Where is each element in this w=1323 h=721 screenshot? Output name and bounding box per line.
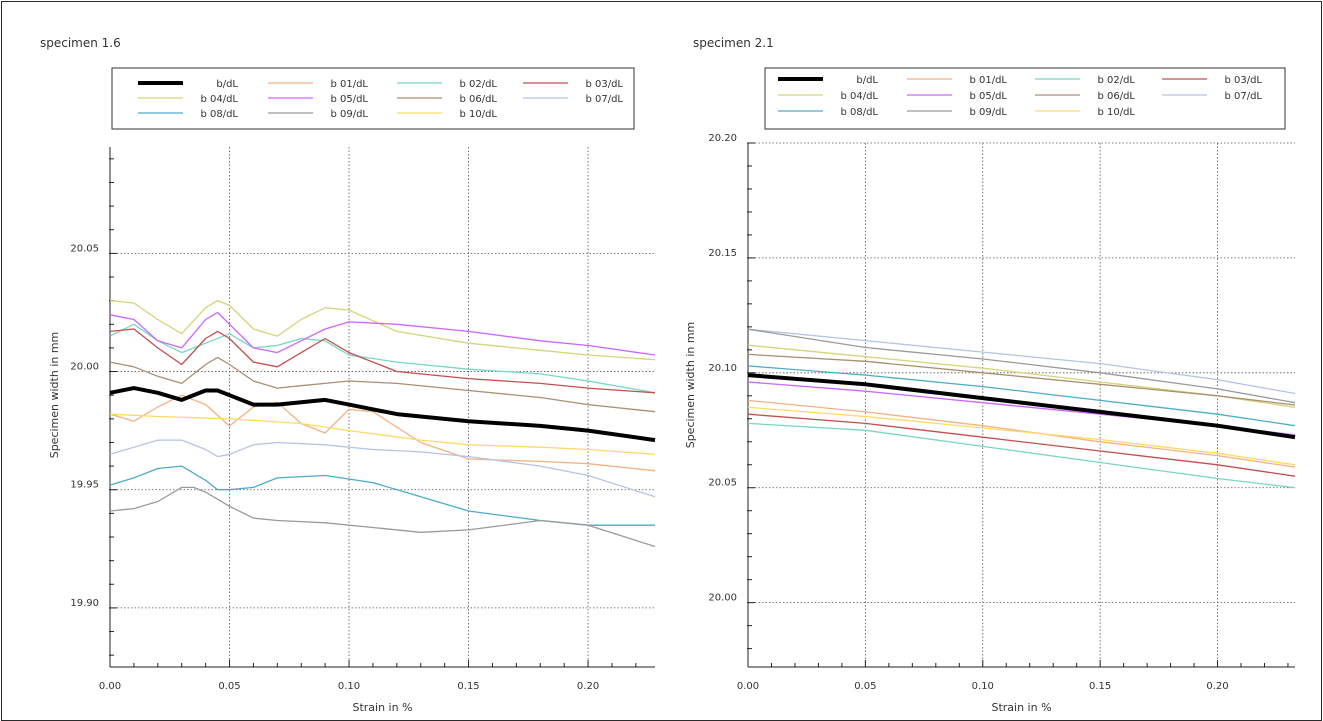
legend-label: b 05/dL <box>969 91 1007 102</box>
legend-label: b 06/dL <box>459 94 497 105</box>
series-line <box>747 328 1296 395</box>
series-line <box>747 406 1296 466</box>
chart-1: specimen 1.6 b/dL b 01/dL b 02/dL b 03/dL b 0… <box>40 36 656 714</box>
legend-label: b 07/dL <box>1224 91 1262 102</box>
legend-label: b 10/dL <box>1097 107 1135 118</box>
legend-label: b 07/dL <box>585 94 623 105</box>
series-line <box>109 323 656 394</box>
series-line <box>109 328 656 394</box>
legend-box <box>764 67 1286 130</box>
legend-label: b 05/dL <box>330 94 368 105</box>
y-tick-label: 20.15 <box>708 248 737 259</box>
y-tick-label: 19.95 <box>70 480 99 491</box>
x-tick-label: 0.00 <box>737 681 759 692</box>
legend-label: b 01/dL <box>330 79 368 90</box>
legend-label: b 04/dL <box>840 91 878 102</box>
series-line <box>109 465 655 526</box>
legend-label: b 06/dL <box>1097 91 1135 102</box>
series-line <box>747 422 1296 489</box>
series-line <box>109 299 656 361</box>
legend-label: b 10/dL <box>459 109 497 120</box>
series-line <box>747 373 1296 440</box>
series-line <box>109 356 656 413</box>
x-tick-label: 0.00 <box>99 681 121 692</box>
series-line <box>747 413 1296 477</box>
series-line <box>747 399 1296 468</box>
legend-label: b/dL <box>856 75 878 86</box>
legend-label: b 08/dL <box>840 107 878 118</box>
legend-label: b 08/dL <box>200 109 238 120</box>
x-tick-label: 0.20 <box>1206 681 1228 692</box>
y-tick-label: 20.05 <box>70 243 99 254</box>
series-line <box>109 386 656 443</box>
legend-label: b/dL <box>216 79 238 90</box>
series-line <box>109 439 656 498</box>
y-tick-label: 20.00 <box>708 593 737 604</box>
x-tick-label: 0.05 <box>854 681 876 692</box>
series-line <box>747 365 1296 427</box>
y-tick-label: 19.90 <box>70 598 99 609</box>
series-line <box>109 486 656 548</box>
legend-label: b 09/dL <box>969 107 1007 118</box>
y-tick-label: 20.20 <box>708 133 737 144</box>
y-axis-label: Specimen width in mm <box>684 322 697 449</box>
legend-label: b 02/dL <box>1097 75 1135 86</box>
series-line <box>747 328 1296 404</box>
y-tick-label: 20.00 <box>70 362 99 373</box>
x-tick-label: 0.10 <box>972 681 994 692</box>
legend-label: b 03/dL <box>585 79 623 90</box>
series-line <box>109 394 656 472</box>
y-axis-label: Specimen width in mm <box>48 332 61 459</box>
series-line <box>109 413 656 455</box>
x-tick-label: 0.10 <box>338 681 360 692</box>
x-tick-label: 0.15 <box>1089 681 1111 692</box>
chart-2: specimen 2.1 b/dL b 01/dL b 02/dL b 03/dL b 0… <box>684 36 1296 714</box>
chart-title: specimen 1.6 <box>40 36 121 50</box>
legend-label: b 04/dL <box>200 94 238 105</box>
chart-title: specimen 2.1 <box>693 36 774 50</box>
y-tick-label: 20.05 <box>708 478 737 489</box>
legend-label: b 03/dL <box>1224 75 1262 86</box>
legend-label: b 09/dL <box>330 109 368 120</box>
series-line <box>747 353 1296 406</box>
x-tick-label: 0.15 <box>457 681 479 692</box>
x-axis-label: Strain in % <box>991 701 1051 714</box>
x-tick-label: 0.20 <box>577 681 599 692</box>
x-tick-label: 0.05 <box>218 681 240 692</box>
series-line <box>109 311 656 356</box>
legend-label: b 01/dL <box>969 75 1007 86</box>
legend-label: b 02/dL <box>459 79 497 90</box>
x-axis-label: Strain in % <box>352 701 412 714</box>
y-tick-label: 20.10 <box>708 363 737 374</box>
